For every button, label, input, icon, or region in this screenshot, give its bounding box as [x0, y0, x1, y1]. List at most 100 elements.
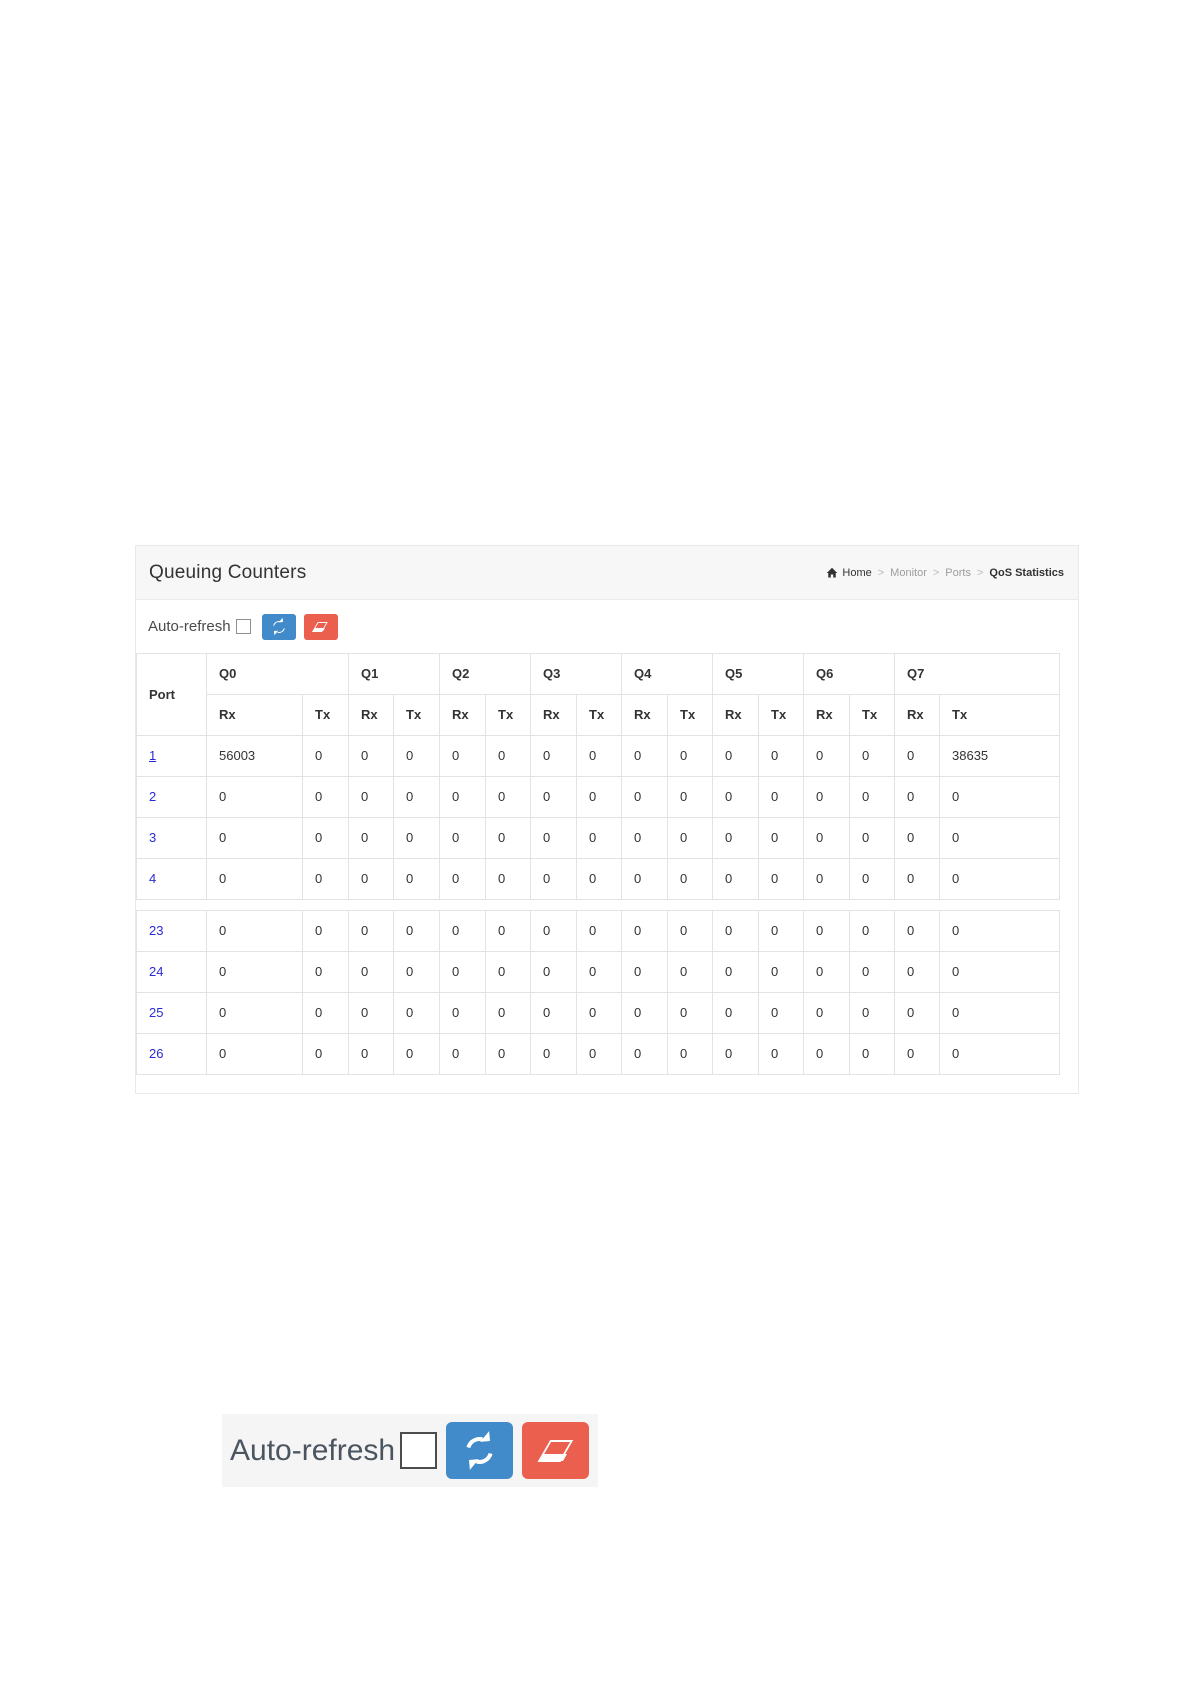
counter-cell: 0	[939, 858, 1060, 900]
counter-cell: 0	[348, 858, 394, 900]
port-cell: 24	[136, 951, 207, 993]
counter-cell: 0	[894, 1033, 940, 1075]
queue-header-q3: Q3	[530, 653, 622, 695]
counter-cell: 0	[849, 817, 895, 859]
counter-cell: 0	[348, 910, 394, 952]
tx-header: Tx	[849, 694, 895, 736]
rx-header: Rx	[894, 694, 940, 736]
port-link[interactable]: 4	[149, 871, 157, 886]
counter-cell: 0	[939, 776, 1060, 818]
counter-cell: 0	[485, 735, 531, 777]
rx-header: Rx	[712, 694, 759, 736]
port-link[interactable]: 2	[149, 789, 157, 804]
home-icon	[826, 567, 838, 579]
counter-cell: 0	[393, 735, 440, 777]
rx-tx-header-row: Rx Tx Rx Tx Rx Tx Rx Tx Rx Tx Rx Tx Rx T…	[137, 694, 1060, 736]
port-link[interactable]: 26	[149, 1046, 164, 1061]
counter-cell: 0	[439, 992, 486, 1034]
counter-cell: 0	[530, 776, 577, 818]
rx-header: Rx	[348, 694, 394, 736]
breadcrumb-current: QoS Statistics	[989, 566, 1064, 579]
counter-cell: 0	[667, 992, 713, 1034]
counter-cell: 0	[439, 910, 486, 952]
port-cell: 23	[136, 910, 207, 952]
counter-cell: 0	[530, 992, 577, 1034]
counter-cell: 0	[302, 776, 349, 818]
counter-cell: 0	[667, 776, 713, 818]
counter-cell: 0	[803, 910, 850, 952]
counter-cell: 0	[667, 817, 713, 859]
counter-cell: 0	[530, 951, 577, 993]
counter-cell: 0	[576, 1033, 622, 1075]
counter-cell: 0	[302, 735, 349, 777]
tx-header: Tx	[576, 694, 622, 736]
counter-cell: 0	[485, 1033, 531, 1075]
clear-button[interactable]	[303, 613, 338, 640]
counter-cell: 0	[302, 1033, 349, 1075]
refresh-button-large[interactable]	[446, 1422, 514, 1479]
panel-header: Queuing Counters Home > Monitor > Ports …	[136, 546, 1078, 600]
counter-cell: 0	[485, 776, 531, 818]
port-link[interactable]: 25	[149, 1005, 164, 1020]
queue-header-q7: Q7	[894, 653, 1060, 695]
auto-refresh-checkbox-large[interactable]	[400, 1432, 438, 1469]
counter-cell: 0	[576, 735, 622, 777]
counter-cell: 0	[393, 776, 440, 818]
queue-header-row: Port Q0 Q1 Q2 Q3 Q4 Q5 Q6 Q7	[136, 653, 1060, 736]
counter-cell: 0	[393, 910, 440, 952]
counter-cell: 0	[894, 735, 940, 777]
counter-cell: 0	[803, 951, 850, 993]
counter-cell: 0	[393, 951, 440, 993]
counter-cell: 0	[667, 951, 713, 993]
port-link[interactable]: 1	[149, 748, 157, 763]
tx-header: Tx	[485, 694, 531, 736]
counter-cell: 0	[348, 992, 394, 1034]
counter-cell: 0	[576, 992, 622, 1034]
counter-cell: 0	[206, 910, 303, 952]
counter-cell: 0	[439, 951, 486, 993]
queue-header-q0: Q0	[206, 653, 349, 695]
port-link[interactable]: 3	[149, 830, 157, 845]
counter-cell: 0	[439, 858, 486, 900]
counter-cell: 0	[894, 817, 940, 859]
counter-cell: 0	[849, 951, 895, 993]
breadcrumb-separator: >	[976, 566, 984, 579]
counter-cell: 0	[393, 858, 440, 900]
refresh-button[interactable]	[261, 613, 296, 640]
counter-cell: 0	[712, 858, 759, 900]
panel-body: Auto-refresh	[136, 600, 1078, 1093]
port-link[interactable]: 23	[149, 923, 164, 938]
counter-cell: 0	[206, 951, 303, 993]
counter-cell: 38635	[939, 735, 1060, 777]
counter-cell: 0	[667, 858, 713, 900]
counter-cell: 0	[439, 817, 486, 859]
counter-cell: 0	[939, 992, 1060, 1034]
breadcrumb-ports[interactable]: Ports	[945, 566, 971, 579]
counter-cell: 0	[206, 817, 303, 859]
port-cell: 4	[136, 858, 207, 900]
breadcrumb-home[interactable]: Home	[842, 566, 872, 579]
tx-header: Tx	[393, 694, 440, 736]
counter-cell: 0	[758, 992, 804, 1034]
counter-cell: 0	[939, 817, 1060, 859]
auto-refresh-label: Auto-refresh	[148, 618, 231, 635]
counter-cell: 0	[206, 992, 303, 1034]
counter-cell: 0	[621, 992, 668, 1034]
breadcrumb-monitor[interactable]: Monitor	[890, 566, 927, 579]
counter-cell: 0	[939, 1033, 1060, 1075]
counter-cell: 0	[348, 735, 394, 777]
rx-header: Rx	[621, 694, 668, 736]
counter-cell: 0	[758, 1033, 804, 1075]
auto-refresh-checkbox[interactable]	[235, 619, 251, 634]
counter-cell: 0	[803, 1033, 850, 1075]
counter-cell: 0	[803, 735, 850, 777]
port-link[interactable]: 24	[149, 964, 164, 979]
counter-cell: 0	[758, 817, 804, 859]
counter-cell: 0	[849, 776, 895, 818]
counter-cell: 0	[849, 735, 895, 777]
counter-cell: 0	[621, 776, 668, 818]
counter-cell: 0	[894, 858, 940, 900]
clear-button-large[interactable]	[522, 1422, 590, 1479]
